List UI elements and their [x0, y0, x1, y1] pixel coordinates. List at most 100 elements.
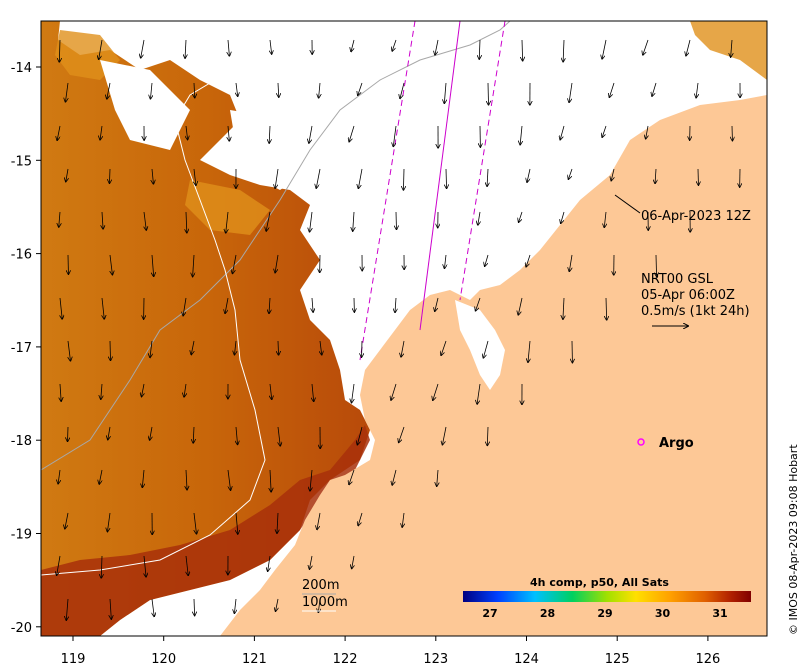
- current-arrow: [110, 254, 112, 275]
- cloud-gap: [100, 60, 190, 150]
- current-arrow: [101, 555, 102, 578]
- current-arrow: [478, 211, 480, 225]
- current-arrow: [234, 598, 236, 613]
- current-info-line1: NRT00 GSL: [641, 272, 714, 287]
- current-arrow: [270, 469, 271, 492]
- current-arrow: [102, 297, 104, 319]
- current-arrow: [110, 340, 111, 360]
- current-arrow: [102, 211, 103, 229]
- current-arrow: [479, 39, 480, 59]
- current-arrow: [226, 211, 228, 233]
- lon-axis: 119 120 121 122 123 124 125 126: [61, 636, 720, 667]
- current-arrow: [276, 598, 278, 611]
- current-arrow: [437, 469, 438, 486]
- lat-tick-label: -18: [11, 434, 32, 449]
- current-arrow: [186, 555, 188, 575]
- current-arrow: [485, 254, 489, 266]
- current-arrow: [444, 82, 446, 103]
- current-info-line3: 0.5m/s (1kt 24h): [641, 304, 750, 319]
- contour-legend-1000m: 1000m: [302, 595, 348, 610]
- current-arrow: [228, 39, 229, 56]
- current-arrow: [236, 512, 238, 534]
- current-arrow: [320, 340, 322, 355]
- current-arrow: [60, 297, 62, 319]
- current-arrow: [266, 211, 271, 231]
- timestamp-leader: [614, 194, 641, 214]
- current-arrow: [184, 383, 186, 397]
- current-arrow: [309, 555, 312, 569]
- lat-axis: -14 -15 -16 -17 -18 -19 -20: [11, 61, 41, 636]
- current-arrow: [393, 125, 397, 146]
- current-arrow: [352, 383, 354, 403]
- current-arrow: [234, 340, 236, 355]
- current-arrow: [483, 340, 489, 358]
- lat-tick-label: -17: [11, 341, 32, 356]
- current-arrow: [602, 39, 607, 59]
- current-arrow: [269, 297, 270, 313]
- current-arrow: [392, 39, 397, 51]
- current-arrow: [731, 39, 732, 57]
- current-arrow: [142, 469, 144, 487]
- current-arrow: [349, 469, 355, 484]
- current-arrow: [68, 340, 70, 361]
- current-arrow: [185, 39, 186, 58]
- colorbar-tick-label: 31: [712, 607, 727, 620]
- current-arrow: [65, 82, 69, 102]
- current-arrow: [518, 297, 523, 315]
- current-arrow: [391, 383, 397, 400]
- lat-tick-label: -14: [11, 61, 32, 76]
- current-arrow: [349, 125, 355, 142]
- current-arrow: [358, 168, 363, 188]
- plot-frame: [40, 20, 768, 637]
- current-arrow: [477, 383, 481, 404]
- current-arrow: [351, 39, 355, 51]
- current-arrow: [144, 555, 146, 577]
- current-arrow: [317, 512, 321, 529]
- current-arrow: [643, 39, 649, 55]
- current-arrow: [606, 297, 607, 320]
- current-arrow: [186, 211, 187, 233]
- current-arrow: [270, 39, 272, 54]
- current-arrow: [107, 82, 111, 99]
- current-arrow: [65, 512, 69, 529]
- track-centre: [419, 21, 461, 331]
- current-arrow: [225, 297, 229, 313]
- current-arrow: [561, 211, 565, 223]
- lon-tick-label: 126: [695, 652, 720, 667]
- current-arrow: [563, 297, 564, 319]
- current-arrow: [66, 598, 68, 620]
- current-arrow: [150, 340, 152, 357]
- current-arrow: [57, 125, 61, 140]
- lat-tick-label: -16: [11, 248, 32, 263]
- current-arrow: [433, 383, 439, 400]
- lon-tick-label: 123: [423, 652, 448, 667]
- current-arrow: [400, 82, 405, 98]
- current-arrow: [442, 426, 447, 445]
- current-arrow: [142, 383, 144, 397]
- track-edge: [359, 21, 416, 361]
- current-arrow: [236, 426, 238, 444]
- current-arrow: [527, 168, 531, 182]
- current-arrow: [655, 168, 656, 183]
- current-arrow: [357, 426, 363, 445]
- current-arrow: [602, 125, 607, 137]
- current-arrow: [316, 168, 321, 188]
- sst-hot-band: [41, 425, 370, 636]
- current-arrow: [312, 383, 314, 401]
- current-arrow: [604, 211, 606, 227]
- current-arrow: [101, 383, 102, 399]
- current-arrow: [310, 211, 312, 232]
- colorbar-tick-label: 27: [482, 607, 497, 620]
- lon-tick-label: 124: [514, 652, 539, 667]
- current-arrow: [270, 383, 272, 399]
- timestamp-label: 06-Apr-2023 12Z: [641, 209, 751, 224]
- current-arrow: [487, 168, 488, 186]
- current-arrow: [57, 555, 61, 575]
- current-arrows: [57, 39, 740, 620]
- current-arrow: [59, 39, 60, 62]
- current-arrow: [402, 512, 404, 527]
- current-arrow: [193, 512, 196, 534]
- current-arrow: [107, 512, 111, 532]
- argo-label: Argo: [659, 436, 694, 451]
- current-arrow: [110, 598, 111, 619]
